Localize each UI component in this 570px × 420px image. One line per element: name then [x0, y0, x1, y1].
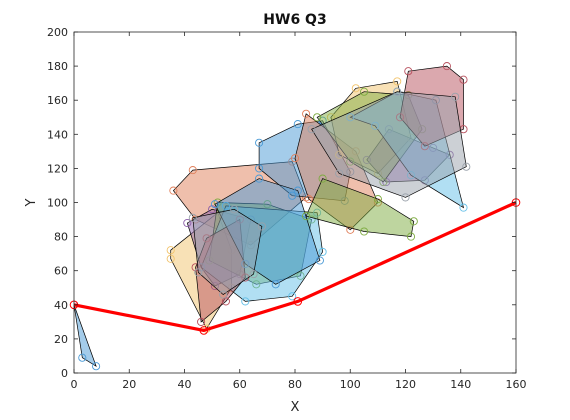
polygon-vertex-marker [271, 280, 280, 289]
polygon-vertex-marker [197, 317, 206, 326]
obstacle-polygon [305, 178, 415, 237]
polygon-vertex-marker [360, 227, 369, 236]
polygon-vertex-marker [393, 77, 402, 86]
path-point-marker [199, 326, 209, 335]
polygon-vertex-marker [194, 268, 203, 277]
path-line [73, 201, 517, 332]
polygon-vertex-marker [404, 67, 413, 76]
polygon-vertex-marker [241, 297, 250, 306]
polygon-vertex-marker [293, 120, 302, 129]
polygon-vertex-marker [315, 256, 324, 265]
x-tick-label: 60 [233, 378, 247, 391]
polygon-vertex-marker [307, 125, 316, 134]
polygon-vertex-marker [304, 195, 313, 204]
y-tick-label: 120 [47, 162, 68, 175]
polygon-vertex-marker [169, 186, 178, 195]
polygon-vertex-marker [257, 222, 266, 231]
polygon-vertex-marker [255, 174, 264, 183]
polygon-vertex-marker [183, 218, 192, 228]
x-tick-label: 20 [122, 378, 136, 391]
x-axis-label: X [291, 400, 300, 415]
polygon-vertex-marker [393, 87, 402, 96]
polygon-vertex-marker [409, 217, 418, 226]
y-tick-label: 40 [54, 299, 68, 312]
path-point-marker [293, 297, 303, 306]
polygon-vertex-marker [302, 109, 311, 118]
y-axis-label: Y [24, 198, 39, 207]
obstacle-polygon [192, 208, 263, 296]
polygon-vertex-marker [360, 87, 369, 96]
polygon-vertex-marker [249, 270, 258, 279]
polygon-vertex-marker [335, 169, 344, 178]
polygon-vertex-marker [210, 200, 219, 209]
y-tick-label: 0 [61, 367, 68, 380]
polygon-vertex-marker [255, 138, 264, 147]
y-tick-label: 20 [54, 333, 68, 346]
polygon-vertex-marker [188, 166, 197, 175]
chart-title: HW6 Q3 [263, 12, 326, 28]
polygon-vertex-marker [442, 62, 451, 71]
x-tick-label: 40 [178, 378, 192, 391]
polygon-vertex-marker [318, 247, 327, 256]
polygon-vertex-marker [293, 186, 302, 195]
y-tick-label: 140 [47, 128, 68, 141]
polygon-vertex-marker [208, 205, 217, 214]
polygon-vertex-marker [188, 213, 197, 222]
obstacle-polygon [74, 304, 97, 368]
polygon-vertex-marker [78, 353, 87, 362]
y-tick-label: 60 [54, 265, 68, 278]
polygon-vertex-marker [351, 84, 360, 93]
y-tick-label: 80 [54, 231, 68, 244]
x-tick-label: 0 [71, 378, 78, 391]
polygon-vertex-marker [290, 154, 300, 163]
x-tick-label: 120 [395, 378, 416, 391]
y-tick-label: 100 [47, 197, 68, 210]
polygon-vertex-marker [318, 174, 327, 183]
polygon-vertex-marker [221, 297, 230, 306]
x-tick-label: 140 [450, 378, 471, 391]
polygon-vertex-marker [406, 232, 416, 241]
ticks-layer: 0 20 40 60 80 100 120 140 160 0 20 40 60 80 100 120 140 1… [47, 26, 527, 391]
x-tick-label: 80 [288, 378, 302, 391]
polygon-vertex-marker [255, 164, 264, 173]
polygon-vertex-marker [288, 292, 297, 301]
polygon-vertex-marker [373, 195, 382, 204]
y-tick-label: 180 [47, 60, 68, 73]
polygon-vertex-marker [462, 162, 471, 171]
polygon-vertex-marker [219, 290, 228, 299]
polygon-vertex-marker [302, 212, 311, 221]
polygon-vertex-marker [459, 203, 468, 212]
y-tick-label: 160 [47, 94, 68, 107]
polygon-vertex-marker [92, 362, 101, 371]
polygons-layer [74, 62, 471, 371]
x-tick-label: 100 [340, 378, 361, 391]
obstacle-polygon [311, 91, 467, 198]
polygon-vertex-marker [401, 193, 410, 202]
x-tick-label: 160 [506, 378, 527, 391]
polygon-vertex-marker [230, 205, 239, 214]
polygon-vertex-marker [166, 246, 175, 255]
y-tick-label: 200 [47, 26, 68, 39]
polygon-vertex-marker [313, 113, 322, 122]
polygon-vertex-marker [451, 92, 460, 101]
polygon-vertex-marker [166, 254, 175, 263]
polygon-vertex-marker [459, 75, 468, 84]
